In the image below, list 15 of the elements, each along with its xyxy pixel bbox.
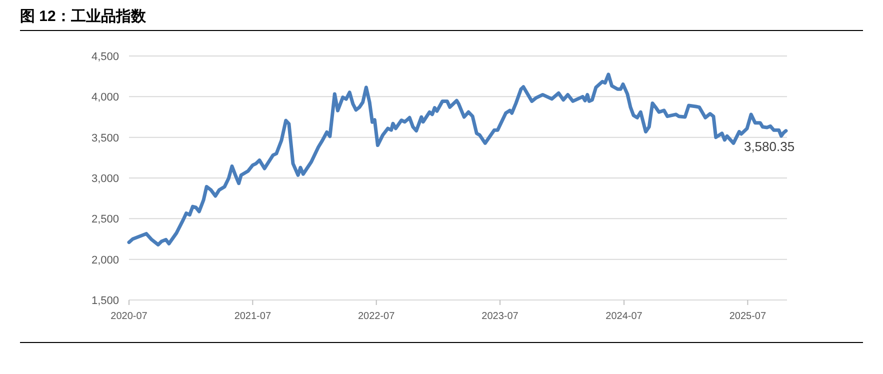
y-tick-label: 4,000 bbox=[91, 92, 119, 104]
x-tick-label: 2021-07 bbox=[234, 311, 272, 322]
annotation: 3,580.35 bbox=[744, 138, 795, 154]
y-tick-label: 3,000 bbox=[91, 173, 119, 185]
y-tick-label: 2,500 bbox=[91, 214, 119, 226]
y-tick-label: 2,000 bbox=[91, 254, 119, 266]
y-tick-label: 1,500 bbox=[91, 295, 119, 307]
x-tick-label: 2020-07 bbox=[110, 311, 148, 322]
x-tick-label: 2025-07 bbox=[729, 311, 766, 322]
x-tick-label: 2023-07 bbox=[482, 311, 519, 322]
chart-title: 图 12：工业品指数 bbox=[20, 4, 863, 31]
x-tick-label: 2024-07 bbox=[606, 311, 643, 322]
y-tick-label: 4,500 bbox=[91, 51, 119, 63]
x-tick-label: 2022-07 bbox=[358, 311, 396, 322]
y-tick-label: 3,500 bbox=[91, 132, 119, 144]
